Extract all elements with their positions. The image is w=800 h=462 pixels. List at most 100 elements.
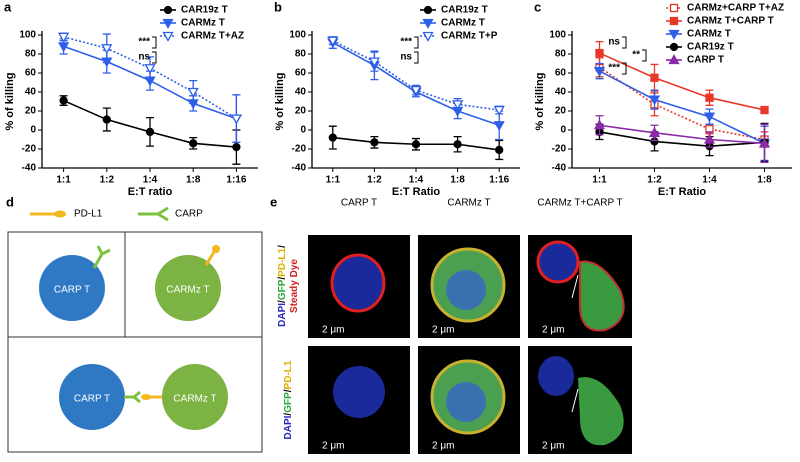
legend-label: CARMz T — [181, 18, 225, 29]
cell-image — [446, 382, 486, 422]
x-tick-label: 1:2 — [647, 175, 662, 186]
y-tick-label: 100 — [549, 30, 566, 41]
marker — [187, 87, 199, 98]
significance: *** — [400, 37, 412, 48]
legend-label: CAR19z T — [687, 42, 734, 53]
marker — [57, 42, 70, 53]
y-tick-label: 60 — [25, 68, 37, 79]
cell-label: CARP T — [54, 285, 90, 296]
x-tick-label: 1:2 — [100, 175, 115, 186]
row-label-part: / — [277, 277, 288, 280]
scale-label: 2 μm — [542, 325, 564, 336]
row-label-part: / — [277, 245, 288, 248]
cell — [155, 255, 221, 321]
y-tick-label: 80 — [295, 49, 307, 60]
marker — [422, 18, 434, 29]
marker — [495, 145, 504, 155]
legend-label: CARP — [175, 209, 203, 220]
significance: ns — [400, 52, 412, 63]
x-axis-label: E:T ratio — [128, 186, 173, 198]
bracket — [642, 49, 647, 62]
x-tick-label: 1:8 — [450, 175, 465, 186]
legend-label: CARMz T — [687, 29, 731, 40]
marker — [422, 31, 434, 42]
series-line — [599, 131, 765, 147]
x-tick-label: 1:2 — [367, 175, 382, 186]
carp-receptor — [92, 245, 111, 269]
diagram-box — [7, 231, 263, 453]
marker — [451, 100, 464, 111]
row-label: DAPI/GFP/PD-L1/ — [277, 245, 288, 327]
x-tick-label: 1:16 — [226, 175, 246, 186]
pdl1 — [212, 245, 220, 253]
panel-d: d PD-L1 CARP CARP T CARMz T CARP T CARMz… — [6, 194, 263, 453]
marker — [410, 85, 422, 96]
legend-label: CAR19z T — [441, 5, 488, 16]
scale-label: 2 μm — [542, 441, 564, 452]
row-label: DAPI/GFP/PD-L1 — [283, 360, 294, 439]
y-tick-label: 100 — [19, 30, 36, 41]
marker — [327, 36, 339, 47]
row-label-part: / — [277, 300, 288, 303]
significance: *** — [138, 37, 150, 48]
y-tick-label: 40 — [295, 87, 307, 98]
marker — [760, 105, 769, 115]
marker — [102, 115, 111, 124]
marker — [703, 133, 716, 144]
marker — [145, 127, 155, 137]
marker — [758, 137, 771, 148]
panel-label: b — [274, 0, 282, 14]
marker — [368, 57, 381, 68]
significance: ns — [608, 37, 620, 48]
row-label-part: DAPI — [277, 303, 288, 327]
marker — [57, 32, 70, 43]
column-header: CARP T — [341, 198, 377, 209]
panel-label: e — [270, 194, 277, 209]
marker — [232, 142, 241, 152]
cell — [39, 255, 105, 321]
marker — [493, 105, 505, 116]
y-tick-label: -40 — [292, 163, 307, 174]
pdl1-icon — [54, 210, 66, 218]
marker — [668, 29, 680, 40]
marker — [59, 96, 68, 105]
marker — [669, 42, 679, 52]
x-tick-label: 1:4 — [409, 175, 424, 186]
pdl1 — [141, 394, 151, 400]
y-tick-label: -20 — [552, 144, 567, 155]
row-label-part: DAPI — [283, 415, 294, 439]
row-label: Steady Dye — [289, 259, 300, 313]
marker — [593, 66, 606, 77]
cell-image — [538, 356, 574, 396]
significance: ns — [138, 52, 150, 63]
marker — [162, 31, 174, 42]
marker — [163, 5, 173, 15]
y-tick-label: 80 — [25, 49, 37, 60]
y-tick-label: 40 — [555, 87, 567, 98]
marker — [648, 127, 661, 137]
micrograph-grid — [308, 235, 632, 454]
legend-label: CARMz T+P — [441, 31, 498, 42]
y-tick-label: 20 — [25, 106, 37, 117]
bracket — [152, 36, 157, 49]
y-tick-label: 80 — [555, 49, 567, 60]
row-label-part: GFP — [283, 392, 294, 413]
x-tick-label: 1:1 — [326, 175, 341, 186]
row-label-part: PD-L1 — [283, 360, 294, 389]
bracket — [414, 36, 419, 49]
y-tick-label: 60 — [295, 68, 307, 79]
row-label-part: / — [283, 389, 294, 392]
x-tick-label: 1:16 — [489, 175, 509, 186]
marker — [648, 95, 661, 106]
marker — [669, 16, 679, 26]
legend-label: CARP T — [687, 55, 724, 66]
panel-label: c — [534, 0, 541, 14]
y-tick-label: 20 — [555, 106, 567, 117]
marker — [101, 44, 113, 55]
y-tick-label: -40 — [552, 163, 567, 174]
y-tick-label: 0 — [300, 125, 306, 136]
bracket — [622, 36, 627, 49]
y-tick-label: 0 — [560, 125, 566, 136]
arrow — [571, 388, 579, 413]
panel-label: d — [6, 194, 14, 209]
